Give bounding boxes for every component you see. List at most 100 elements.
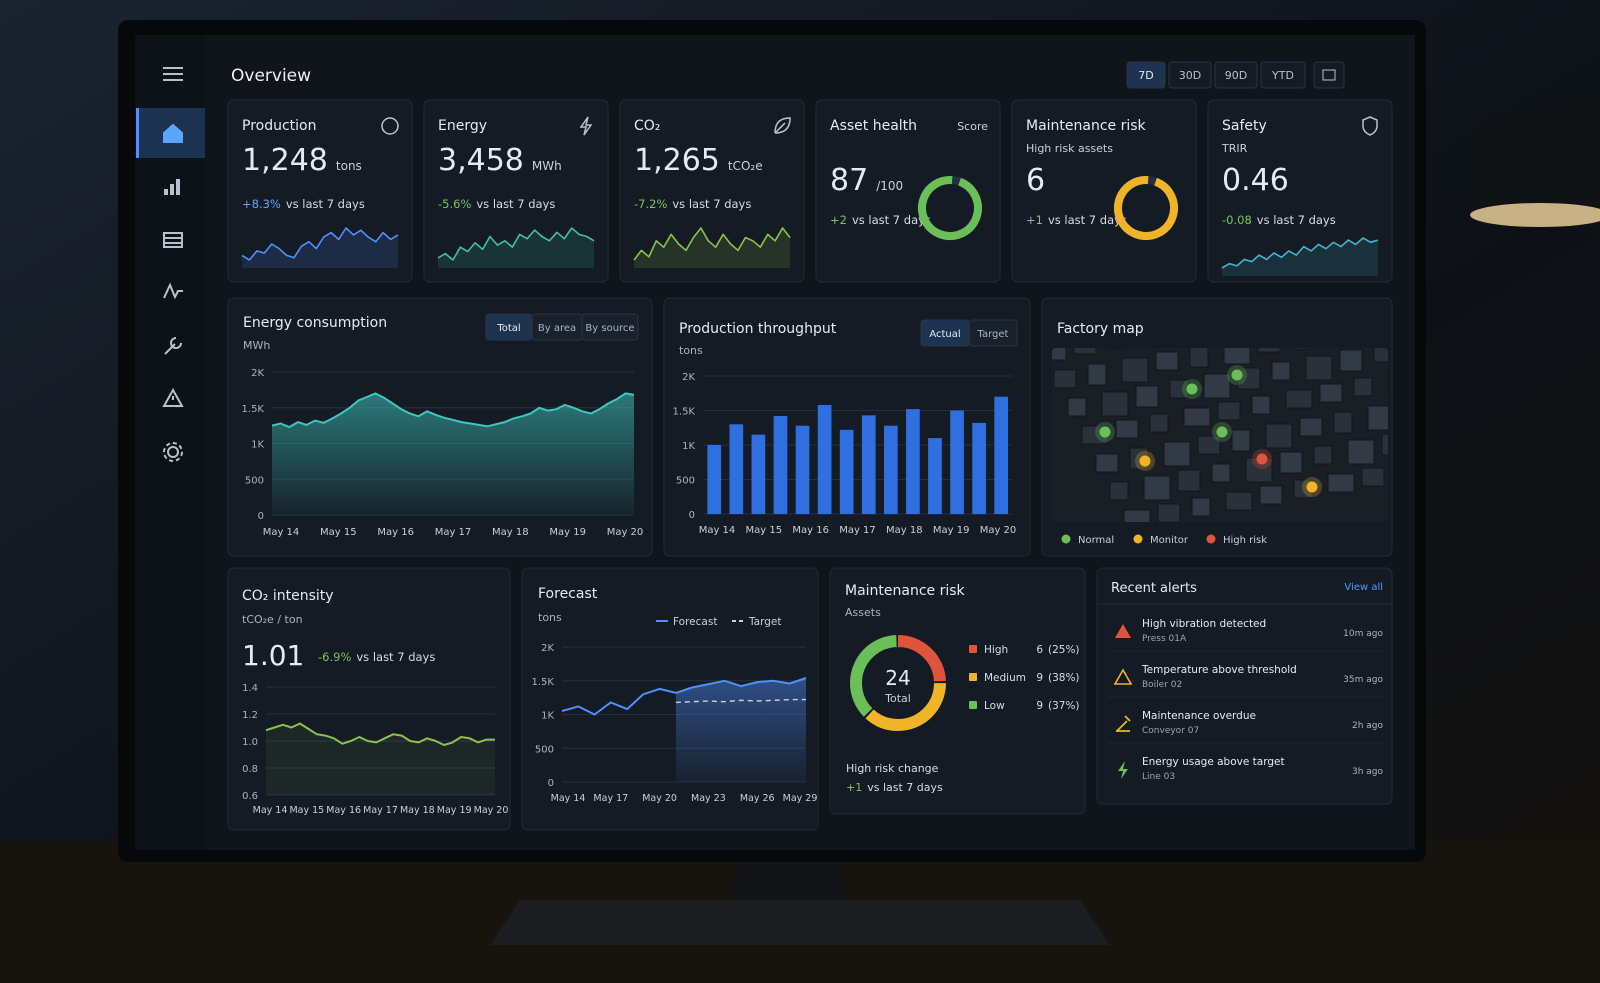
map-building <box>1353 377 1373 397</box>
map-building <box>1291 348 1311 350</box>
tab-label: Total <box>496 323 520 334</box>
line <box>265 722 495 746</box>
alert-source: Line 03 <box>1142 772 1175 782</box>
tab[interactable] <box>968 319 1018 347</box>
map-building <box>1101 391 1129 417</box>
kpi-value: 87/100 <box>830 163 903 198</box>
map-building <box>1257 348 1281 353</box>
map-building <box>1197 435 1221 455</box>
kpi-number: 6 <box>1026 163 1045 198</box>
bar <box>707 445 722 514</box>
panel-change-text: vs last 7 days <box>867 781 943 794</box>
kpi-unit: tCO₂e <box>728 159 763 173</box>
bar <box>950 410 964 514</box>
map-building <box>1053 369 1077 389</box>
bar <box>817 404 832 514</box>
x-tick-label: May 17 <box>593 793 628 804</box>
area <box>266 723 495 795</box>
calendar-button[interactable] <box>1313 61 1345 89</box>
map-building <box>1115 419 1139 439</box>
x-tick-label: May 17 <box>839 525 876 536</box>
map-building <box>1135 385 1159 408</box>
map-building <box>1123 509 1151 522</box>
map-marker <box>1099 426 1111 438</box>
lamp-light <box>1470 203 1600 227</box>
wrench-icon[interactable] <box>164 337 182 355</box>
range-button[interactable] <box>1126 61 1166 89</box>
kpi-change-value: +8.3% <box>242 197 281 211</box>
tab[interactable] <box>581 313 639 341</box>
card <box>619 99 805 283</box>
nav-indicator <box>136 108 139 158</box>
y-tick-label: 0.8 <box>242 764 258 775</box>
map-building <box>1279 451 1303 474</box>
y-tick-label: 0.6 <box>242 791 258 802</box>
y-tick-label: 1.5K <box>673 407 696 418</box>
bar <box>883 425 898 514</box>
map-building <box>1223 348 1251 365</box>
segment-count: 9 <box>1036 672 1043 684</box>
kpi-change: +2 vs last 7 days <box>830 213 931 227</box>
axis-unit: tCO₂e / ton <box>242 613 303 626</box>
x-tick-label: May 15 <box>746 525 783 536</box>
kpi-change-value: -7.2% <box>634 197 667 211</box>
kpi-value: 1,248 tons <box>242 143 362 178</box>
y-tick-label: 1.2 <box>242 710 258 721</box>
y-tick-label: 0 <box>689 510 695 521</box>
segment-share: (38%) <box>1048 672 1080 684</box>
map-building <box>1225 491 1253 511</box>
card <box>1096 567 1393 805</box>
kpi-change-text: vs last 7 days <box>672 197 751 211</box>
range-button[interactable] <box>1260 61 1306 89</box>
kpi-title: Energy <box>438 118 487 134</box>
x-tick-label: May 18 <box>400 805 435 816</box>
map-building <box>1333 411 1353 434</box>
y-tick-label: 1.0 <box>242 737 258 748</box>
panel-title: Forecast <box>538 586 598 602</box>
legend-label: Target <box>748 616 781 628</box>
map-building <box>1361 467 1385 487</box>
card <box>227 567 511 831</box>
table-icon[interactable] <box>163 232 183 248</box>
kpi-title: Asset health <box>830 118 917 134</box>
map-building <box>1367 405 1388 431</box>
legend-label: High risk <box>1223 535 1267 546</box>
menu-icon[interactable] <box>163 67 183 81</box>
alert-time: 3h ago <box>1352 767 1384 777</box>
kpi-change-text: vs last 7 days <box>852 213 931 227</box>
kpi-change-text: vs last 7 days <box>1257 213 1336 227</box>
kpi-change-text: vs last 7 days <box>1048 213 1127 227</box>
panel-title: Energy consumption <box>243 315 387 331</box>
kpi-change-text: vs last 7 days <box>286 197 365 211</box>
bar <box>972 422 986 514</box>
shield-icon <box>1362 116 1378 136</box>
map-building <box>1319 383 1343 403</box>
bar <box>795 425 810 514</box>
legend-label: Medium <box>984 672 1026 684</box>
range-label: 90D <box>1225 69 1247 82</box>
y-tick-label: 1K <box>682 441 695 452</box>
view-all-link[interactable]: View all <box>1344 582 1383 593</box>
charts-icon[interactable] <box>164 179 180 195</box>
donut-segment <box>850 635 946 731</box>
settings-icon[interactable] <box>167 446 179 458</box>
kpi-change: -0.08 vs last 7 days <box>1222 213 1336 227</box>
panel-title: Maintenance risk <box>845 583 966 599</box>
alert-icon-energy <box>1118 761 1128 779</box>
bar <box>839 429 854 514</box>
y-tick-label: 1.5K <box>532 677 555 688</box>
legend-swatch <box>1206 534 1216 544</box>
range-button[interactable] <box>1214 61 1258 89</box>
range-button[interactable] <box>1168 61 1212 89</box>
warning-icon[interactable] <box>162 387 184 407</box>
map-building <box>1149 413 1169 433</box>
kpi-number: 87 <box>830 163 868 198</box>
kpi-title: CO₂ <box>634 118 660 134</box>
home-icon[interactable] <box>163 123 183 143</box>
bar <box>928 438 942 514</box>
line <box>271 392 635 429</box>
activity-icon[interactable] <box>163 282 183 300</box>
x-tick-label: May 19 <box>933 525 970 536</box>
kpi-change: -5.6% vs last 7 days <box>438 197 555 211</box>
